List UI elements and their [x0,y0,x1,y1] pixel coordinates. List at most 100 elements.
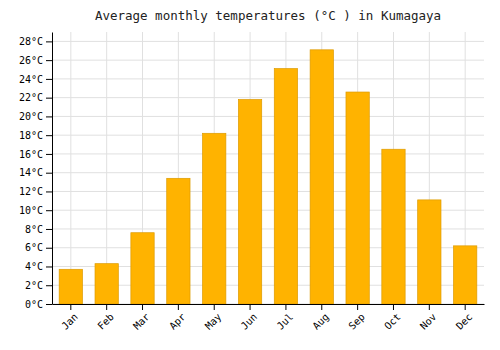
tick: 14°C [19,167,52,178]
tick-mark [46,41,52,42]
tick: 2°C [25,280,52,291]
grid-line [52,41,484,42]
bar [382,149,405,304]
tick-label: 18°C [19,130,43,141]
tick-mark [250,304,251,310]
tick: Sep [346,304,367,332]
tick-mark [46,248,52,249]
tick-mark [46,191,52,192]
tick: 8°C [25,224,52,235]
x-axis: Jan Feb Mar Apr May Jun Jul Aug Sep Oct Nov Dec [53,304,485,332]
tick-label: Dec [454,311,475,332]
grid-line [52,191,484,192]
tick: 26°C [19,55,52,66]
tick-label: Jul [275,311,296,332]
tick: Oct [382,304,403,332]
plot: 0°C 2°C 4°C 6°C 8°C 10°C 12°C 14°C 16°C 18°C 20°C 2… [19,32,485,332]
bar [310,50,333,304]
tick-mark [46,135,52,136]
tick: 6°C [25,242,52,253]
bar [203,133,226,304]
tick-label: 6°C [25,242,43,253]
tick-mark [46,116,52,117]
tick: 24°C [19,74,52,85]
tick: 10°C [19,205,52,216]
tick-label: Sep [346,311,367,332]
tick-label: Feb [95,311,116,332]
tick: 4°C [25,261,52,272]
tick: May [203,304,224,332]
tick-mark [46,229,52,230]
title: Average monthly temperatures (°C ) in Ku… [95,8,441,23]
tick-label: Nov [418,311,439,332]
axis-line [53,304,485,305]
tick-label: 10°C [19,205,43,216]
chart: 0°C 2°C 4°C 6°C 8°C 10°C 12°C 14°C 16°C 18°C 20°C 2… [0,0,500,350]
tick-label: 2°C [25,280,43,291]
tick-mark [46,266,52,267]
tick-label: 22°C [19,92,43,103]
grid-line [52,78,484,79]
tick-mark [321,304,322,310]
tick: Nov [418,304,439,332]
axis-line [52,33,53,305]
tick: Jul [275,304,296,332]
tick: Aug [310,304,331,332]
tick: Mar [131,304,152,332]
bar [59,269,82,304]
tick: 16°C [19,149,52,160]
bar [274,69,297,304]
grid-line [52,116,484,117]
tick-mark [393,304,394,310]
tick-label: 26°C [19,55,43,66]
tick-mark [46,98,52,99]
tick: Dec [454,304,475,332]
grid-line [106,32,107,304]
tick-label: 12°C [19,186,43,197]
tick: Apr [167,304,188,332]
tick-label: Jan [59,311,80,332]
tick-mark [46,79,52,80]
tick: Feb [95,304,116,332]
tick-label: 28°C [19,36,43,47]
tick: 12°C [19,186,52,197]
bar [131,233,154,304]
tick-label: 4°C [25,261,43,272]
bar [167,178,190,304]
grid-line [52,153,484,154]
tick-mark [178,304,179,310]
tick-label: May [203,311,224,332]
tick-label: Jun [239,311,260,332]
tick-label: 24°C [19,74,43,85]
bars [59,50,477,304]
tick-mark [46,154,52,155]
tick: 28°C [19,36,52,47]
tick-label: 16°C [19,149,43,160]
tick-label: 14°C [19,167,43,178]
tick-mark [214,304,215,310]
bar [95,264,118,304]
tick-label: Apr [167,311,188,332]
tick: 0°C [25,299,52,310]
grid [52,32,484,304]
tick-mark [46,60,52,61]
tick-label: Mar [131,311,152,332]
grid-line [52,172,484,173]
bar [454,246,477,304]
tick-mark [70,304,71,310]
tick-label: Aug [310,311,331,332]
tick: Jan [59,304,80,332]
tick-mark [106,304,107,310]
grid-line [52,60,484,61]
tick-mark [429,304,430,310]
bar [238,100,261,304]
tick-label: 20°C [19,111,43,122]
bar [418,200,441,304]
grid-line [52,135,484,136]
tick-mark [142,304,143,310]
tick: 18°C [19,130,52,141]
grid-line [52,97,484,98]
tick-label: Oct [382,311,403,332]
tick-mark [46,173,52,174]
tick-mark [357,304,358,310]
